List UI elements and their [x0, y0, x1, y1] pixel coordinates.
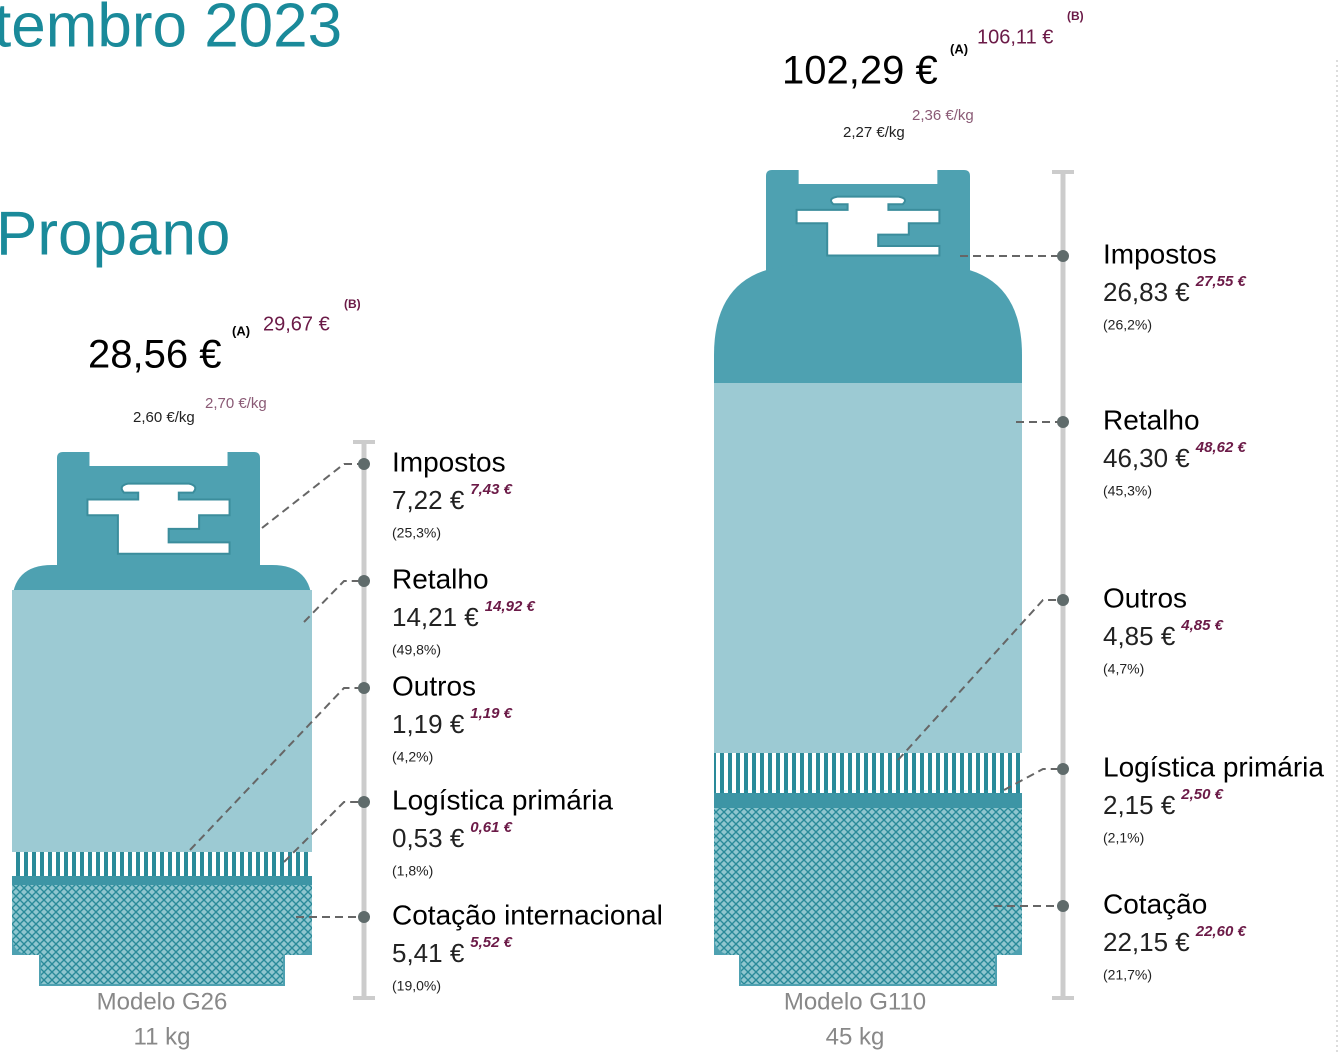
component-value-a: 26,83 € — [1103, 277, 1190, 307]
cylinder — [714, 170, 1022, 985]
per-kg-a: 2,27 €/kg — [843, 124, 905, 141]
layer-other — [714, 753, 1022, 793]
layer-retail — [714, 383, 1022, 753]
subtitle: Propano — [0, 199, 230, 268]
leader-dot — [358, 682, 370, 694]
title: tembro 2023 — [0, 0, 342, 60]
per-kg-a: 2,60 €/kg — [133, 409, 195, 426]
component-name: Outros — [1103, 582, 1187, 613]
component-share: (49,8%) — [392, 642, 441, 658]
leader-dot — [358, 911, 370, 923]
component-name: Impostos — [392, 446, 506, 477]
leader-dot — [358, 796, 370, 808]
component-share: (1,8%) — [392, 863, 433, 879]
component-value-a: 2,15 € — [1103, 790, 1176, 820]
component-name: Cotação — [1103, 888, 1207, 919]
cylinder — [12, 452, 312, 985]
component-name: Logística primária — [1103, 751, 1324, 782]
component-value-a: 46,30 € — [1103, 443, 1190, 473]
component-value-a: 4,85 € — [1103, 621, 1176, 651]
component-value-b: 1,19 € — [470, 705, 512, 722]
layer-quotation — [12, 885, 312, 955]
component-value-a: 0,53 € — [392, 823, 465, 853]
price-b: 106,11 € — [977, 26, 1053, 48]
leader-dot — [1057, 250, 1069, 262]
price-b: 29,67 € — [263, 313, 330, 335]
component-value-a: 14,21 € — [392, 602, 479, 632]
model: Modelo G26 — [97, 988, 228, 1015]
component-share: (21,7%) — [1103, 967, 1152, 983]
leader-dot — [358, 575, 370, 587]
layer-other — [12, 852, 312, 876]
component-value-b: 14,92 € — [485, 598, 536, 615]
component-name: Outros — [392, 670, 476, 701]
component-name: Cotação internacional — [392, 899, 663, 930]
per-kg-b: 2,36 €/kg — [912, 107, 974, 124]
component-value-a: 5,41 € — [392, 938, 465, 968]
component-value-a: 7,22 € — [392, 485, 465, 515]
component-share: (4,2%) — [392, 749, 433, 765]
price-a: 28,56 € — [88, 333, 221, 377]
cylinder-foot — [40, 953, 284, 985]
component-value-a: 1,19 € — [392, 709, 465, 739]
weight: 11 kg — [134, 1023, 191, 1050]
component-share: (26,2%) — [1103, 317, 1152, 333]
component-share: (4,7%) — [1103, 661, 1144, 677]
component-value-b: 7,43 € — [470, 481, 512, 498]
leader-dot — [1057, 900, 1069, 912]
leader-dot — [1057, 416, 1069, 428]
label-b: (B) — [1067, 9, 1084, 23]
leader-dot — [358, 458, 370, 470]
component-value-b: 48,62 € — [1195, 439, 1247, 456]
component-share: (2,1%) — [1103, 830, 1144, 846]
leader-line — [304, 581, 364, 622]
infographic: tembro 2023 Propano 28,56 € (A) 29,67 € (B)… — [0, 0, 1342, 1054]
component-share: (45,3%) — [1103, 483, 1152, 499]
layer-retail — [12, 590, 312, 852]
layer-quotation — [714, 808, 1022, 955]
label-a: (A) — [232, 323, 250, 338]
component-name: Logística primária — [392, 784, 613, 815]
component-name: Retalho — [392, 563, 489, 594]
component-value-b: 22,60 € — [1195, 923, 1247, 940]
layer-logistics — [714, 793, 1022, 808]
leader-line — [262, 464, 364, 528]
component-value-a: 22,15 € — [1103, 927, 1190, 957]
leader-dot — [1057, 763, 1069, 775]
component-value-b: 2,50 € — [1180, 786, 1223, 803]
leader-dot — [1057, 594, 1069, 606]
component-share: (19,0%) — [392, 978, 441, 994]
component-share: (25,3%) — [392, 525, 441, 541]
label-b: (B) — [344, 297, 361, 311]
component-value-b: 0,61 € — [470, 819, 512, 836]
model: Modelo G110 — [784, 988, 926, 1015]
layer-logistics — [12, 876, 312, 885]
component-name: Impostos — [1103, 238, 1217, 269]
label-a: (A) — [950, 41, 968, 56]
component-value-b: 5,52 € — [470, 934, 512, 951]
component-name: Retalho — [1103, 404, 1200, 435]
per-kg-b: 2,70 €/kg — [205, 395, 267, 412]
price-a: 102,29 € — [782, 49, 938, 93]
cylinder-foot — [740, 953, 996, 985]
weight: 45 kg — [826, 1023, 885, 1050]
component-value-b: 27,55 € — [1195, 273, 1247, 290]
component-value-b: 4,85 € — [1180, 617, 1223, 634]
